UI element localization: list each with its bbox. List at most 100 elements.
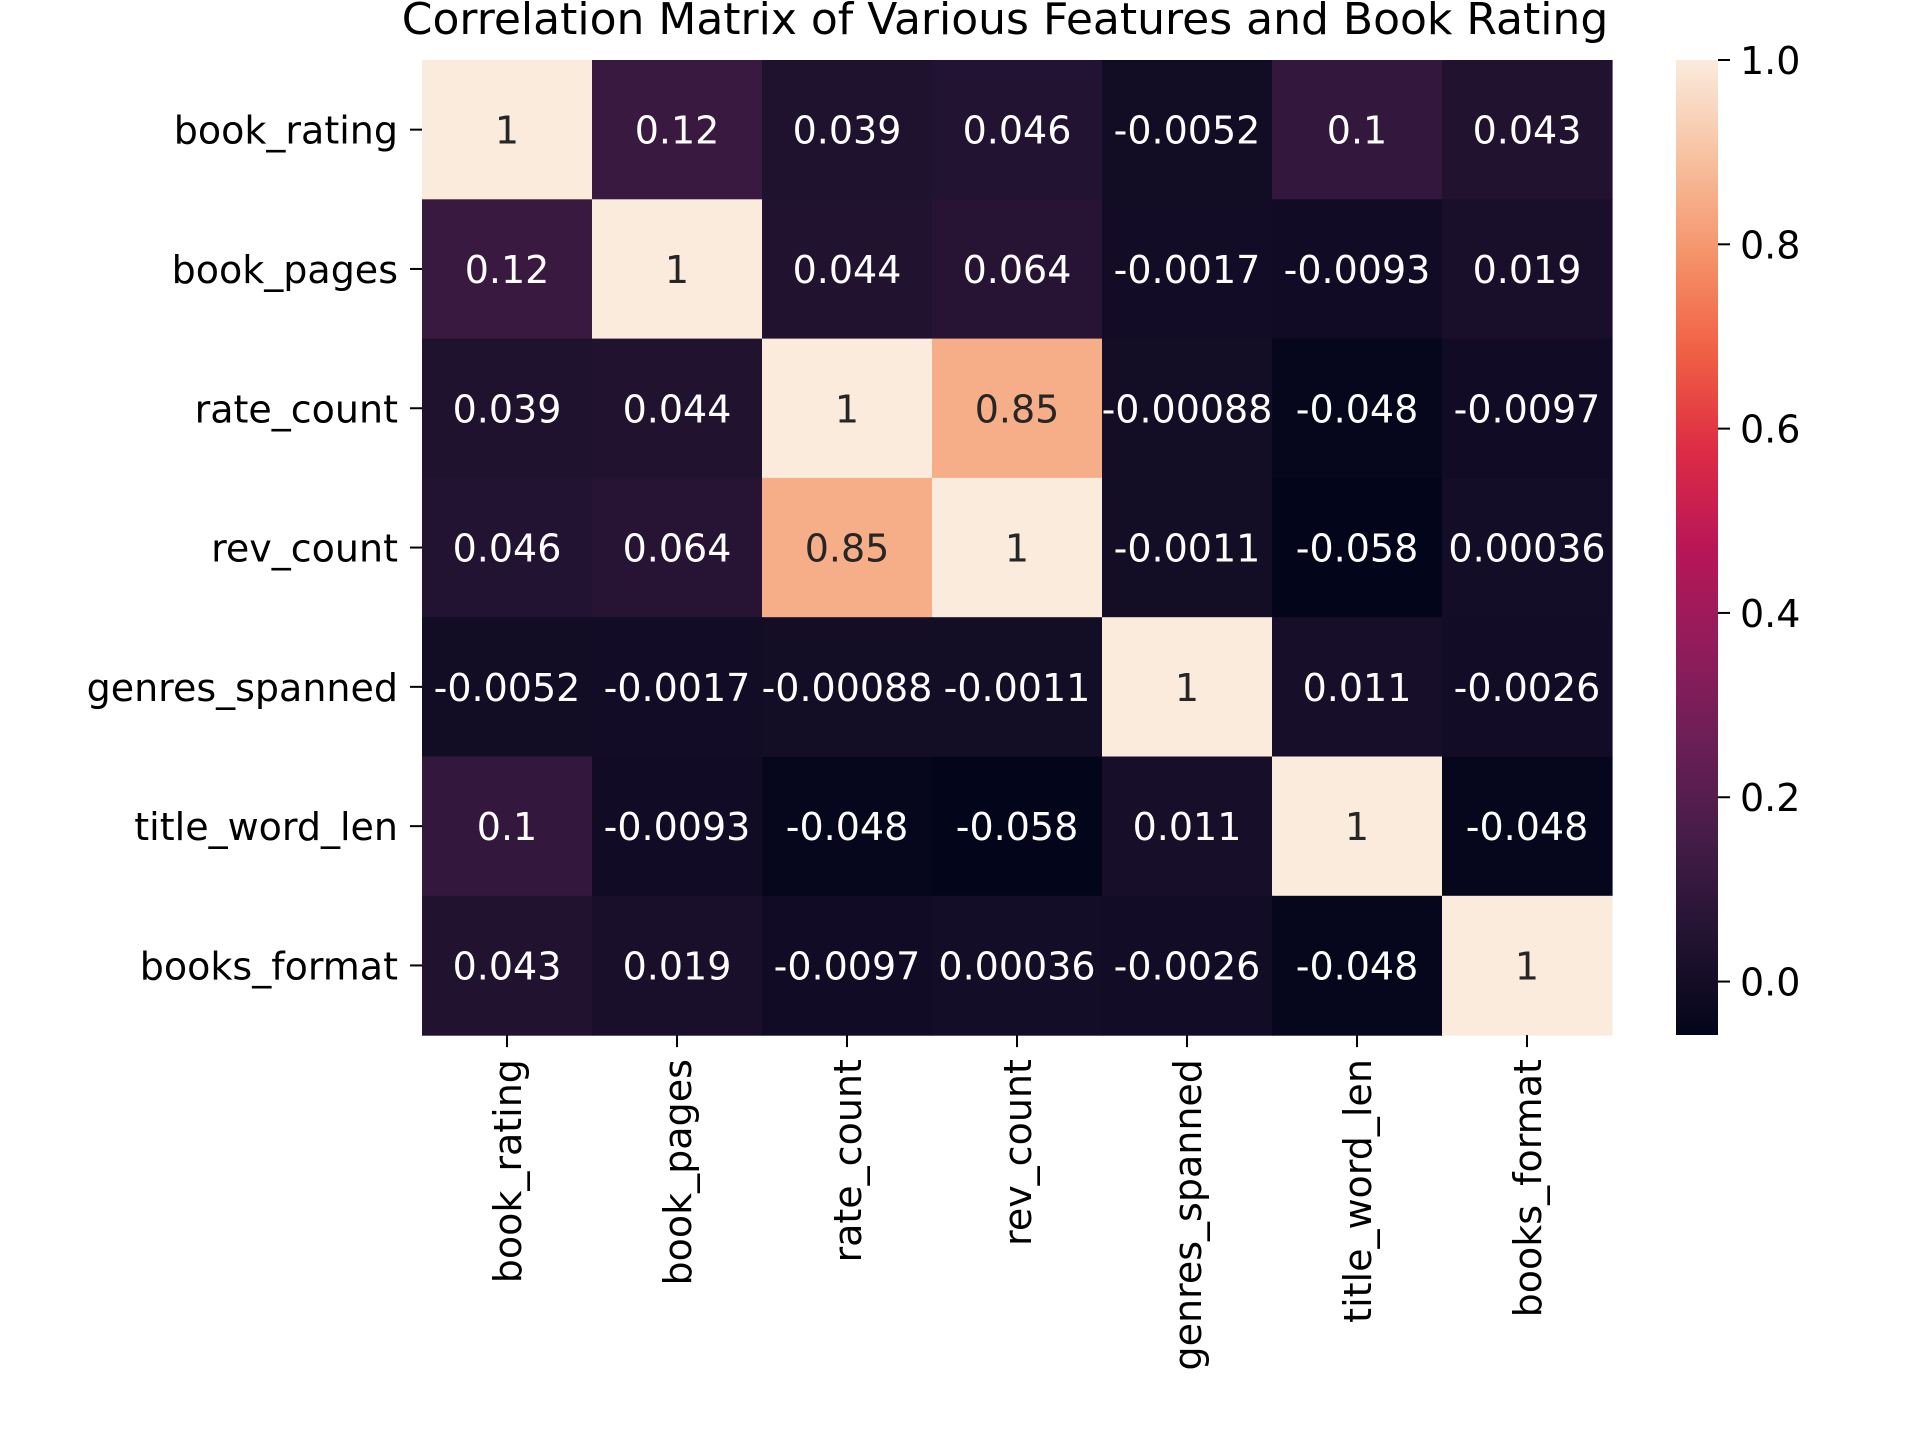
cell-value-label: 0.064 (963, 248, 1072, 292)
cell-value-label: 0.046 (453, 527, 562, 571)
y-tick-label-book_rating: book_rating (174, 109, 398, 153)
cell-value-label: 1 (495, 109, 519, 153)
cell-value-label: 0.1 (477, 805, 537, 849)
y-tick-label-books_format: books_format (140, 944, 398, 988)
heatmap-cell-books_format-genres_spanned (1102, 895, 1273, 1036)
cell-value-label: 0.043 (453, 944, 562, 988)
cell-value-label: 1 (1005, 527, 1029, 571)
heatmap-cell-book_rating-book_pages (592, 60, 763, 200)
heatmap-cell-rate_count-book_rating (422, 338, 593, 479)
heatmap-cell-rev_count-rate_count (762, 477, 933, 618)
cell-value-label: 0.12 (465, 248, 550, 292)
heatmap-cell-rate_count-books_format (1442, 338, 1613, 479)
heatmap-cell-books_format-title_word_len (1272, 895, 1443, 1036)
heatmap-cell-title_word_len-book_rating (422, 756, 593, 897)
heatmap-cell-genres_spanned-rev_count (932, 617, 1103, 758)
heatmap-cell-rate_count-book_pages (592, 338, 763, 479)
heatmap-cell-genres_spanned-title_word_len (1272, 617, 1443, 758)
cell-value-label: 0.00036 (1448, 527, 1605, 571)
heatmap-cell-books_format-book_pages (592, 895, 763, 1036)
cell-value-label: 0.00036 (938, 944, 1095, 988)
heatmap-cell-rev_count-title_word_len (1272, 477, 1443, 618)
heatmap-cell-title_word_len-rate_count (762, 756, 933, 897)
cell-value-label: 1 (1175, 666, 1199, 710)
cell-value-label: 0.011 (1133, 805, 1242, 849)
cell-value-label: -0.048 (786, 805, 909, 849)
cell-value-label: 0.043 (1473, 109, 1582, 153)
heatmap-cells (422, 60, 1613, 1036)
heatmap-cell-books_format-book_rating (422, 895, 593, 1036)
cell-value-label: 0.1 (1327, 109, 1387, 153)
cell-value-label: 1 (1515, 944, 1539, 988)
y-tick-label-title_word_len: title_word_len (134, 805, 398, 849)
cell-value-label: 0.039 (793, 109, 902, 153)
heatmap-cell-book_pages-genres_spanned (1102, 199, 1273, 340)
x-tick-label-rev_count: rev_count (996, 1059, 1040, 1246)
heatmap-cell-title_word_len-genres_spanned (1102, 756, 1273, 897)
y-tick-label-book_pages: book_pages (172, 248, 398, 292)
heatmap-cell-book_rating-genres_spanned (1102, 60, 1273, 200)
cell-value-label: 0.85 (975, 387, 1060, 431)
heatmap-cell-genres_spanned-genres_spanned (1102, 617, 1273, 758)
cell-value-label: 0.064 (623, 527, 732, 571)
cell-value-label: -0.048 (1296, 944, 1419, 988)
heatmap-cell-genres_spanned-books_format (1442, 617, 1613, 758)
heatmap-cell-title_word_len-title_word_len (1272, 756, 1443, 897)
cell-value-label: -0.0017 (604, 666, 751, 710)
heatmap-cell-book_rating-book_rating (422, 60, 593, 200)
cell-value-label: 0.011 (1303, 666, 1412, 710)
heatmap-cell-title_word_len-rev_count (932, 756, 1103, 897)
heatmap-cell-rev_count-book_pages (592, 477, 763, 618)
heatmap-cell-rate_count-rev_count (932, 338, 1103, 479)
heatmap-cell-genres_spanned-book_rating (422, 617, 593, 758)
heatmap-cell-books_format-rev_count (932, 895, 1103, 1036)
heatmap-cell-book_rating-title_word_len (1272, 60, 1443, 200)
cell-value-label: -0.00088 (762, 666, 933, 710)
cell-value-label: 0.044 (793, 248, 902, 292)
heatmap-cell-book_rating-books_format (1442, 60, 1613, 200)
heatmap-cell-book_pages-rev_count (932, 199, 1103, 340)
x-tick-label-book_pages: book_pages (656, 1059, 700, 1285)
cell-value-label: -0.0093 (1284, 248, 1431, 292)
colorbar-tick-label: 0.2 (1740, 776, 1800, 820)
colorbar-gradient (1676, 60, 1718, 1035)
heatmap-cell-book_pages-books_format (1442, 199, 1613, 340)
heatmap-cell-books_format-books_format (1442, 895, 1613, 1036)
cell-value-label: -0.0026 (1114, 944, 1261, 988)
x-tick-label-rate_count: rate_count (826, 1059, 870, 1262)
y-tick-label-rate_count: rate_count (195, 387, 398, 431)
cell-value-label: 1 (835, 387, 859, 431)
heatmap-cell-rate_count-title_word_len (1272, 338, 1443, 479)
heatmap-cell-rev_count-rev_count (932, 477, 1103, 618)
colorbar-tick-label: 0.6 (1740, 408, 1800, 452)
x-tick-label-books_format: books_format (1506, 1059, 1550, 1317)
heatmap-cell-genres_spanned-rate_count (762, 617, 933, 758)
cell-value-label: 0.044 (623, 387, 732, 431)
cell-value-label: -0.0017 (1114, 248, 1261, 292)
cell-value-label: -0.0052 (1114, 109, 1261, 153)
x-tick-label-genres_spanned: genres_spanned (1166, 1059, 1210, 1370)
cell-value-label: 0.046 (963, 109, 1072, 153)
cell-value-label: 0.019 (1473, 248, 1582, 292)
cell-value-label: -0.0052 (434, 666, 581, 710)
chart-title: Correlation Matrix of Various Features a… (402, 0, 1609, 45)
cell-value-label: -0.0026 (1454, 666, 1601, 710)
heatmap-cell-title_word_len-books_format (1442, 756, 1613, 897)
cell-value-label: -0.0097 (1454, 387, 1601, 431)
cell-value-label: -0.00088 (1102, 387, 1273, 431)
cell-value-label: 1 (665, 248, 689, 292)
x-tick-label-book_rating: book_rating (486, 1059, 530, 1283)
heatmap-cell-book_pages-book_pages (592, 199, 763, 340)
heatmap-cell-book_pages-title_word_len (1272, 199, 1443, 340)
heatmap-cell-books_format-rate_count (762, 895, 933, 1036)
x-axis: book_rating book_pages rate_count rev_count… (486, 1035, 1550, 1371)
heatmap-cell-rev_count-books_format (1442, 477, 1613, 618)
cell-value-label: 0.039 (453, 387, 562, 431)
y-axis: book_rating book_pages rate_count rev_count… (87, 109, 422, 988)
cell-value-label: -0.0011 (944, 666, 1091, 710)
heatmap-cell-rev_count-book_rating (422, 477, 593, 618)
heatmap-cell-rev_count-genres_spanned (1102, 477, 1273, 618)
cell-value-label: -0.048 (1466, 805, 1589, 849)
cell-value-label: 0.019 (623, 944, 732, 988)
